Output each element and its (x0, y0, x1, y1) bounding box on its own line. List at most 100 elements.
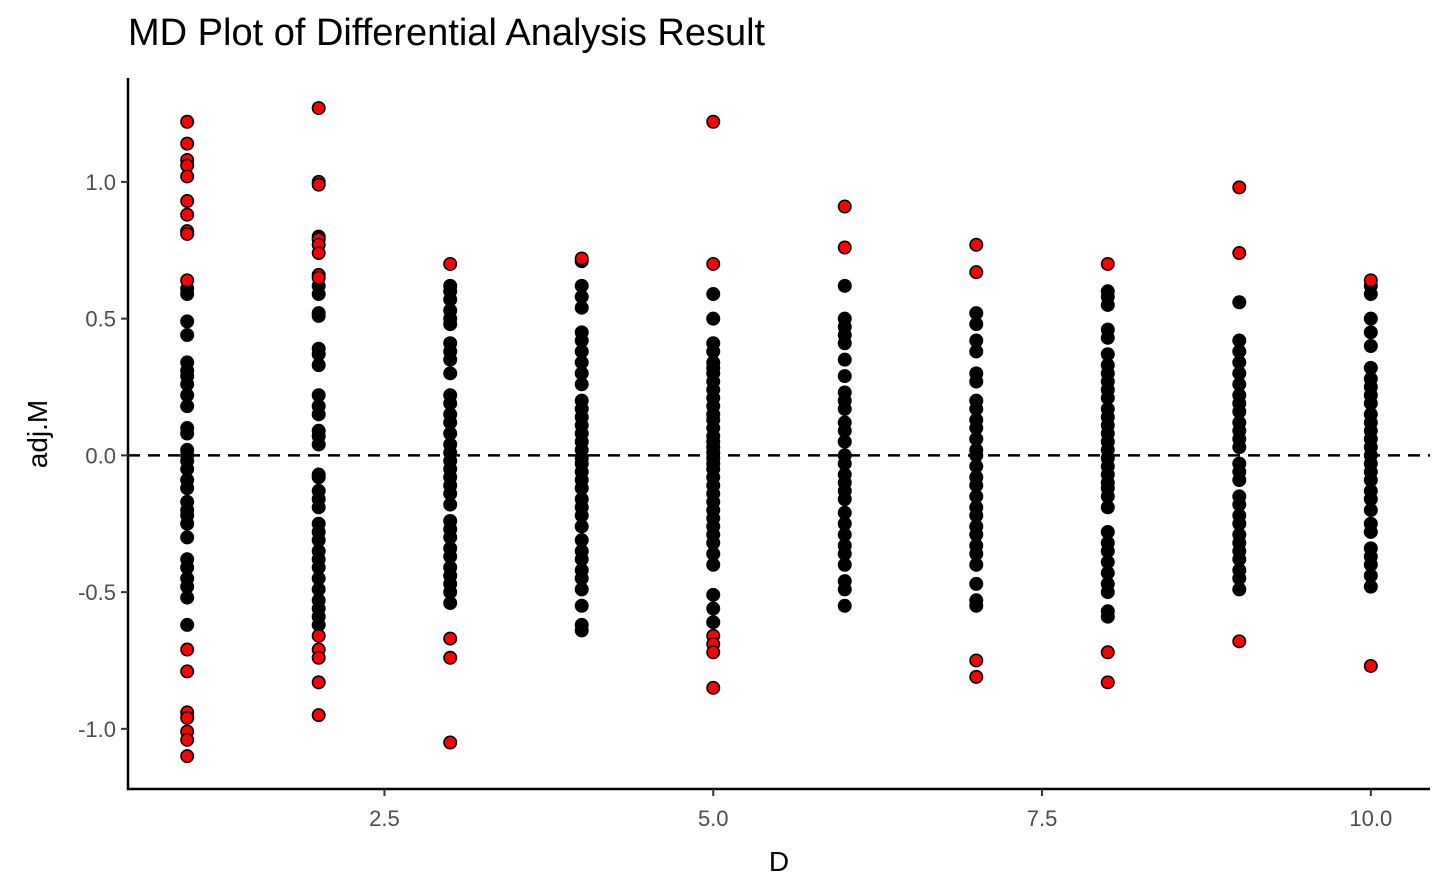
significant-point (443, 631, 458, 646)
point (180, 516, 195, 531)
point (706, 311, 721, 326)
x-tick-label: 10.0 (1349, 806, 1392, 831)
point (574, 519, 589, 534)
point (311, 470, 326, 485)
point (311, 407, 326, 422)
point (969, 557, 984, 572)
point (1363, 503, 1378, 518)
points-layer (180, 101, 1378, 764)
significant-point (1232, 246, 1247, 261)
point (574, 623, 589, 638)
significant-point (443, 256, 458, 271)
point (837, 582, 852, 597)
axes-layer (126, 78, 1430, 791)
point (180, 590, 195, 605)
significant-point (1100, 645, 1115, 660)
y-tick-label: -1.0 (78, 717, 116, 742)
point (574, 582, 589, 597)
significant-point (311, 650, 326, 665)
significant-point (311, 101, 326, 116)
point (311, 437, 326, 452)
significant-point (969, 669, 984, 684)
significant-point (180, 207, 195, 222)
point (1363, 311, 1378, 326)
point (180, 481, 195, 496)
significant-point (180, 710, 195, 725)
significant-point (180, 732, 195, 747)
significant-point (311, 675, 326, 690)
significant-point (837, 199, 852, 214)
point (1232, 295, 1247, 310)
point (837, 557, 852, 572)
y-tick-label: 1.0 (85, 170, 116, 195)
point (837, 278, 852, 293)
point (1100, 500, 1115, 515)
significant-point (180, 642, 195, 657)
x-axis-title: D (769, 846, 789, 877)
point (837, 492, 852, 507)
point (969, 374, 984, 389)
significant-point (706, 680, 721, 695)
point (706, 601, 721, 616)
point (311, 358, 326, 373)
y-tick-label: 0.5 (85, 307, 116, 332)
significant-point (180, 226, 195, 241)
x-tick-label: 2.5 (369, 806, 400, 831)
y-axis-title: adj.M (22, 400, 53, 468)
significant-point (574, 251, 589, 266)
significant-point (311, 708, 326, 723)
point (837, 434, 852, 449)
point (837, 598, 852, 613)
significant-point (180, 749, 195, 764)
point (443, 352, 458, 367)
significant-point (969, 653, 984, 668)
point (574, 598, 589, 613)
point (1100, 609, 1115, 624)
point (311, 308, 326, 323)
point (443, 596, 458, 611)
significant-point (443, 650, 458, 665)
point (180, 617, 195, 632)
significant-point (180, 664, 195, 679)
significant-point (311, 628, 326, 643)
point (1232, 472, 1247, 487)
point (969, 344, 984, 359)
point (706, 615, 721, 630)
significant-point (1363, 658, 1378, 673)
point (443, 366, 458, 381)
significant-point (969, 237, 984, 252)
significant-point (180, 273, 195, 288)
point (443, 317, 458, 332)
significant-point (969, 265, 984, 280)
significant-point (706, 114, 721, 129)
point (1232, 440, 1247, 455)
y-tick-label: -0.5 (78, 580, 116, 605)
point (1100, 297, 1115, 312)
significant-point (1100, 256, 1115, 271)
significant-point (311, 270, 326, 285)
y-tick-label: 0.0 (85, 443, 116, 468)
point (180, 399, 195, 414)
point (1232, 582, 1247, 597)
point (969, 598, 984, 613)
significant-point (1232, 634, 1247, 649)
point (180, 426, 195, 441)
point (443, 497, 458, 512)
significant-point (837, 240, 852, 255)
significant-point (180, 169, 195, 184)
point (969, 576, 984, 591)
significant-point (706, 645, 721, 660)
point (1100, 330, 1115, 345)
significant-point (1100, 675, 1115, 690)
point (1363, 338, 1378, 353)
point (180, 287, 195, 302)
point (969, 317, 984, 332)
point (311, 500, 326, 515)
point (1363, 325, 1378, 340)
point (1100, 585, 1115, 600)
significant-point (311, 246, 326, 261)
point (180, 530, 195, 545)
significant-point (706, 256, 721, 271)
x-tick-label: 5.0 (698, 806, 729, 831)
